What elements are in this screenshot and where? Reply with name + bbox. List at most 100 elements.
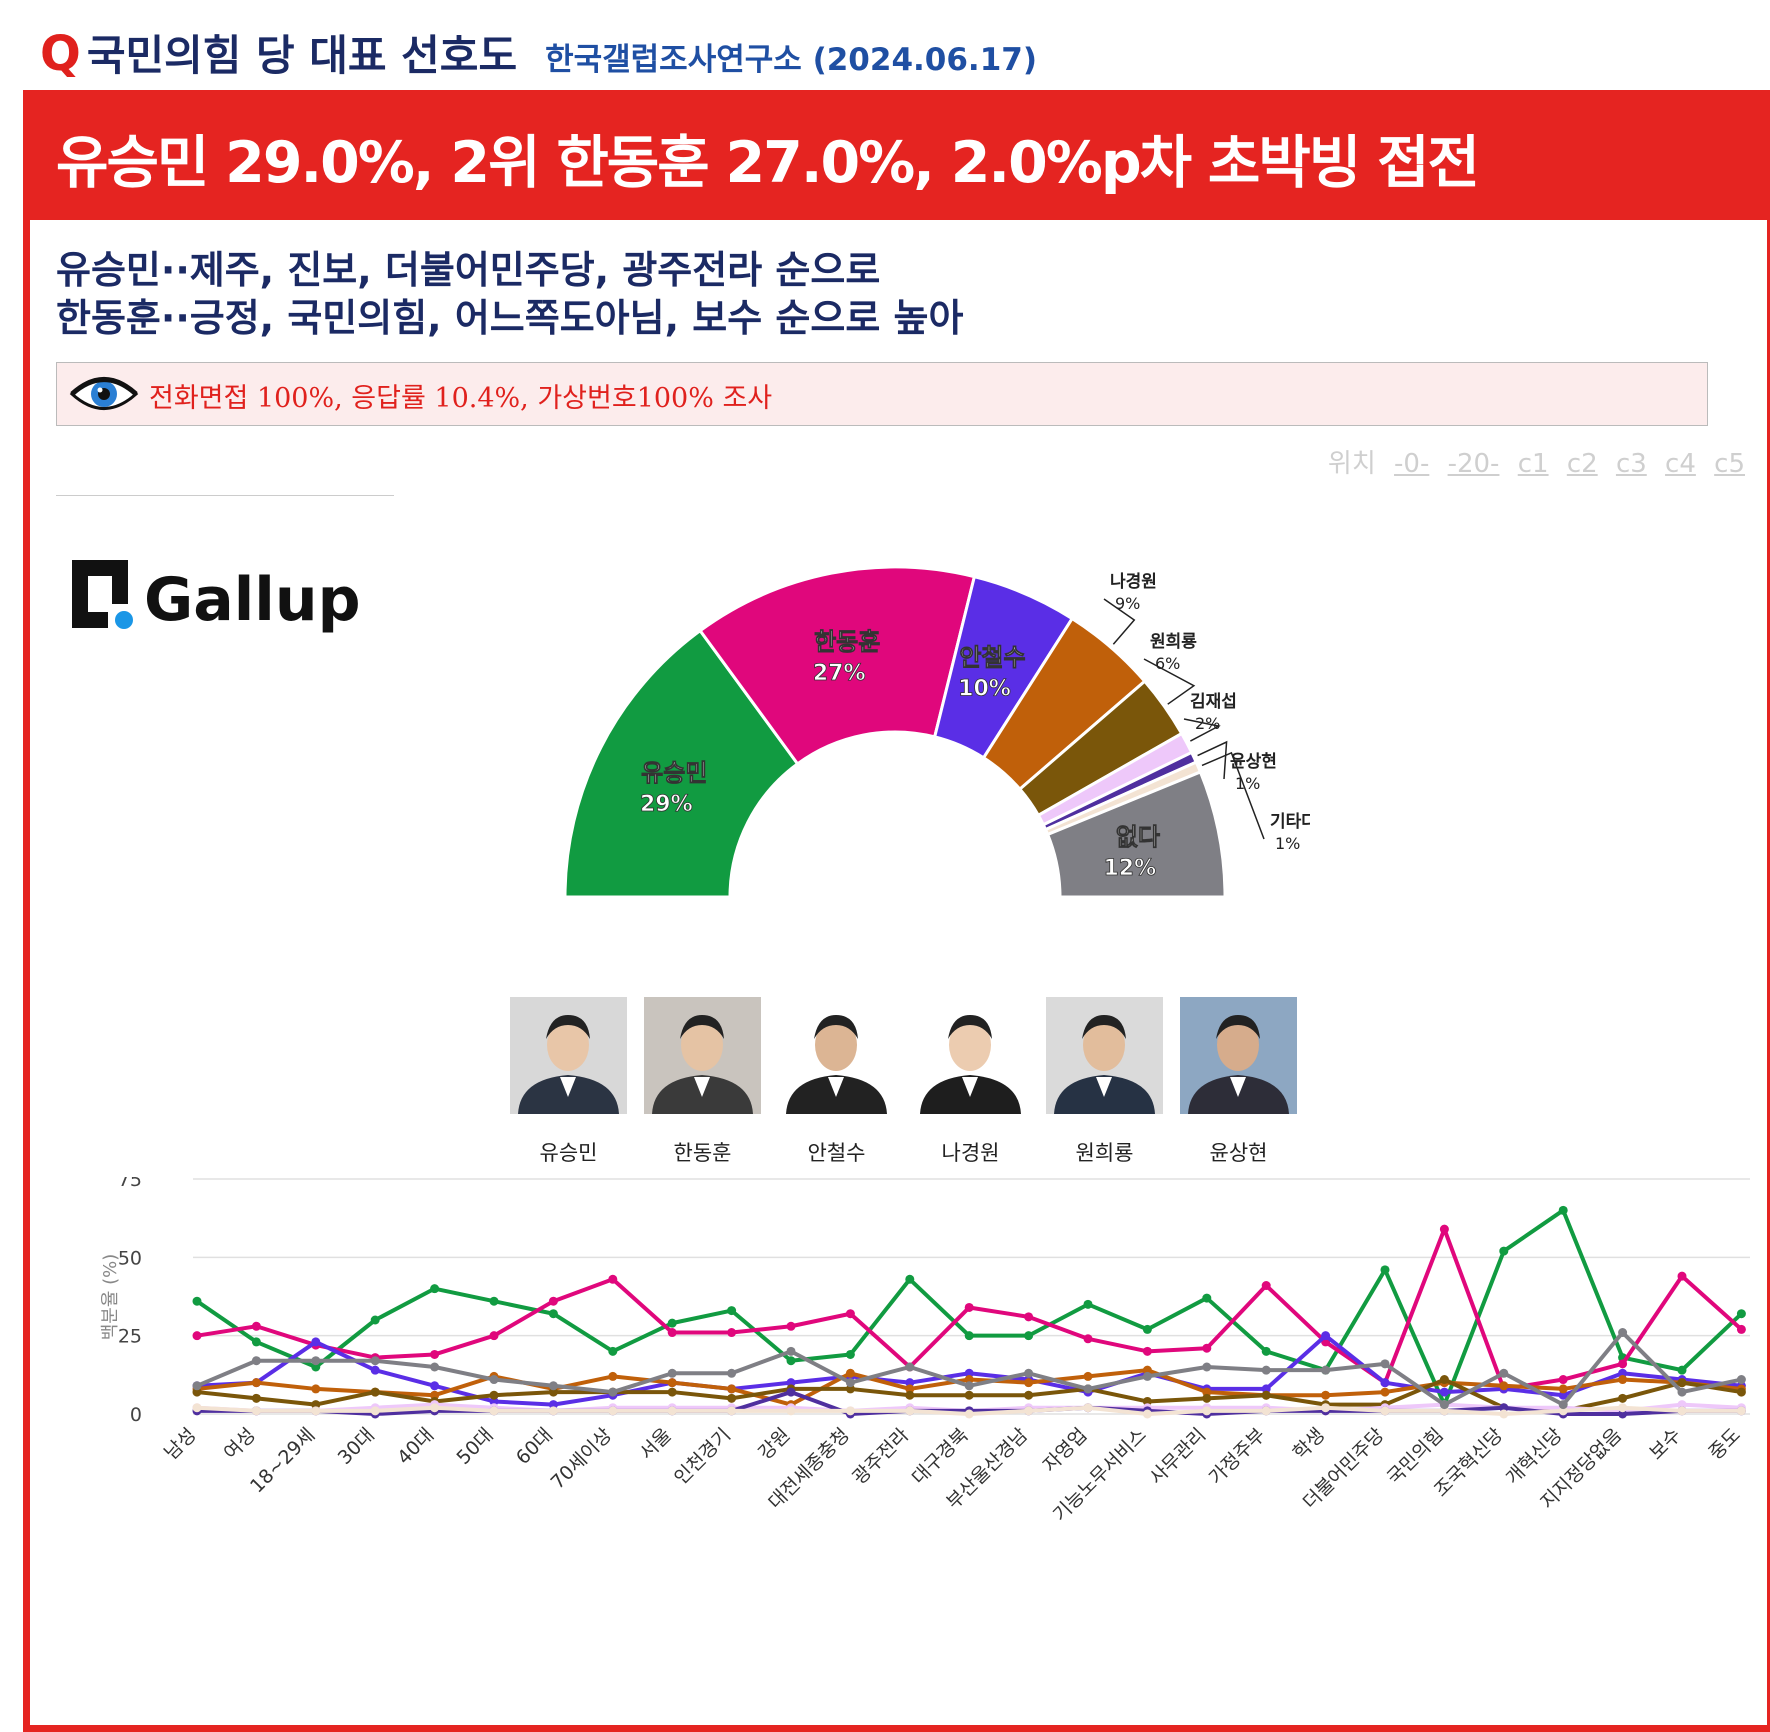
- data-point: [727, 1306, 737, 1316]
- data-point: [1321, 1390, 1331, 1400]
- data-point: [192, 1381, 202, 1391]
- data-point: [667, 1387, 677, 1397]
- position-link-0[interactable]: -0-: [1394, 449, 1430, 479]
- data-point: [430, 1362, 440, 1372]
- slice-label-name: 윤상현: [1230, 752, 1277, 772]
- article-frame: 유승민 29.0%, 2위 한동훈 27.0%, 2.0%p차 초박빙 접전 유…: [23, 90, 1770, 1732]
- position-links: 위치 -0- -20- c1 c2 c3 c4 c5: [1328, 443, 1745, 480]
- x-tick-label: 60대: [512, 1424, 557, 1469]
- data-point: [786, 1387, 796, 1397]
- data-point: [1439, 1387, 1449, 1397]
- position-link-c4[interactable]: c4: [1665, 449, 1696, 479]
- slice-한동훈: [698, 565, 977, 766]
- leader-line: [1103, 598, 1136, 645]
- headline: 유승민 29.0%, 2위 한동훈 27.0%, 2.0%p차 초박빙 접전: [56, 130, 1480, 196]
- half-donut-chart: 유승민 29% 한동훈 27% 안철수 10% 나경원 9% 원희룡 6% 김재섭 2% 윤상현 1% 기타…: [563, 565, 1310, 899]
- subtitle-line-2: 한동훈··긍정, 국민의힘, 어느쪽도아님, 보수 순으로 높아: [56, 296, 964, 340]
- data-point: [1024, 1368, 1034, 1378]
- candidate-photo: [912, 997, 1029, 1114]
- data-point: [1261, 1281, 1271, 1291]
- slice-없다: [1045, 769, 1227, 899]
- data-point: [1261, 1390, 1271, 1400]
- data-point: [1618, 1409, 1628, 1419]
- data-point: [786, 1346, 796, 1356]
- data-point: [192, 1387, 202, 1397]
- data-point: [1202, 1406, 1212, 1416]
- data-point: [1736, 1387, 1746, 1397]
- data-point: [1558, 1375, 1568, 1385]
- data-point: [311, 1384, 321, 1394]
- page-title: 국민의힘 당 대표 선호도: [86, 31, 518, 80]
- y-tick-label: 75: [118, 1177, 142, 1191]
- data-point: [1499, 1381, 1509, 1391]
- position-label: 위치: [1327, 449, 1376, 479]
- slice-label-name: 김재섭: [1190, 692, 1237, 712]
- data-point: [1677, 1271, 1687, 1281]
- position-link-c2[interactable]: c2: [1566, 449, 1598, 479]
- data-point: [667, 1318, 677, 1328]
- y-axis-label: 백분율 (%): [100, 1254, 121, 1341]
- survey-notice: 전화면접 100%, 응답률 10.4%, 가상번호100% 조사: [56, 362, 1708, 426]
- x-tick-label: 40대: [393, 1424, 438, 1469]
- data-point: [727, 1328, 737, 1338]
- data-point: [1261, 1384, 1271, 1394]
- data-point: [727, 1368, 737, 1378]
- candidate-photo: [778, 997, 895, 1114]
- data-point: [311, 1356, 321, 1366]
- x-tick-label: 광주전라: [848, 1424, 913, 1489]
- data-point: [311, 1362, 321, 1372]
- x-tick-label: 남성: [160, 1424, 200, 1464]
- data-point: [1499, 1246, 1509, 1256]
- data-point: [1202, 1362, 1212, 1372]
- slice-label-value: 29%: [640, 792, 693, 817]
- data-point: [1083, 1334, 1093, 1344]
- leader-line: [1143, 658, 1196, 705]
- data-point: [370, 1315, 380, 1325]
- candidate-name: 안철수: [807, 1141, 866, 1165]
- data-point: [608, 1371, 618, 1381]
- data-point: [1736, 1406, 1746, 1416]
- position-link-c1[interactable]: c1: [1517, 449, 1549, 479]
- slice-유승민: [563, 628, 800, 899]
- data-point: [1321, 1403, 1331, 1413]
- data-point: [727, 1384, 737, 1394]
- slice-label-value: 12%: [1104, 856, 1157, 881]
- data-point: [964, 1381, 974, 1391]
- slice-label-value: 2%: [1195, 714, 1220, 733]
- data-point: [1024, 1312, 1034, 1322]
- data-point: [1142, 1396, 1152, 1406]
- data-point: [1380, 1387, 1390, 1397]
- gallup-logo-text: Gallup: [144, 565, 361, 635]
- data-point: [489, 1331, 499, 1341]
- slice-label-value: 9%: [1115, 594, 1140, 613]
- x-tick-label: 학생: [1289, 1424, 1329, 1464]
- data-point: [786, 1321, 796, 1331]
- header: Q 국민의힘 당 대표 선호도 한국갤럽조사연구소 (2024.06.17): [40, 22, 1037, 92]
- headline-bar: 유승민 29.0%, 2위 한동훈 27.0%, 2.0%p차 초박빙 접전: [30, 97, 1767, 220]
- data-point: [1321, 1331, 1331, 1341]
- data-point: [1202, 1387, 1212, 1397]
- position-link-c5[interactable]: c5: [1714, 449, 1745, 479]
- data-point: [1618, 1393, 1628, 1403]
- data-point: [1618, 1403, 1628, 1413]
- data-point: [1439, 1406, 1449, 1416]
- data-point: [370, 1387, 380, 1397]
- data-point: [1499, 1409, 1509, 1419]
- position-link-20[interactable]: -20-: [1447, 449, 1500, 479]
- data-point: [845, 1378, 855, 1388]
- data-point: [608, 1346, 618, 1356]
- data-point: [489, 1296, 499, 1306]
- data-point: [608, 1387, 618, 1397]
- data-point: [1677, 1365, 1687, 1375]
- position-link-c3[interactable]: c3: [1615, 449, 1647, 479]
- data-point: [667, 1378, 677, 1388]
- gallup-logo: Gallup: [72, 560, 361, 635]
- candidate-name: 윤상현: [1209, 1141, 1268, 1165]
- candidate-name: 유승민: [539, 1141, 598, 1165]
- slice-label-name: 기타다른인물: [1270, 812, 1310, 832]
- data-point: [1380, 1265, 1390, 1275]
- data-point: [786, 1378, 796, 1388]
- x-tick-label: 여성: [220, 1424, 260, 1464]
- slice-label-name: 나경원: [1110, 572, 1157, 592]
